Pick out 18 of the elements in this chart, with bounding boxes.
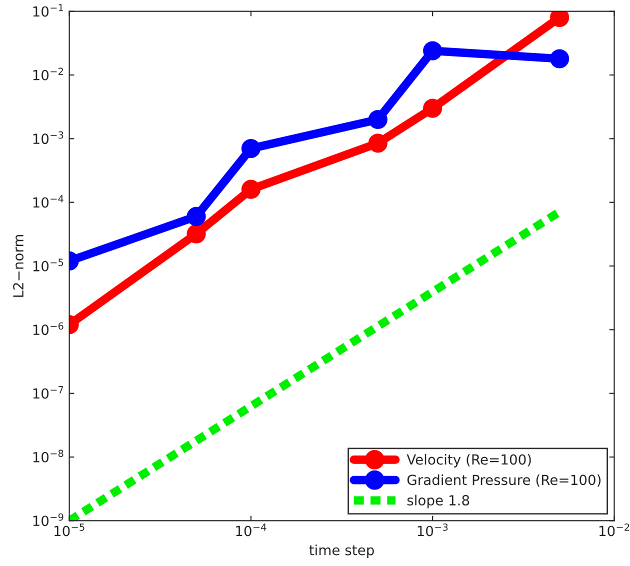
- x-tick-label: 10$^{−3}$: [418, 523, 448, 536]
- x-tick-label: 10$^{−5}$: [54, 524, 84, 536]
- y-tick-label: 10$^{−3}$: [33, 131, 64, 144]
- y-tick-label: 10$^{−1}$: [33, 4, 64, 17]
- legend-label: Velocity (Re=100): [406, 454, 531, 468]
- legend-label: slope 1.8: [407, 494, 470, 508]
- y-tick-label: 10$^{−4}$: [33, 195, 64, 208]
- y-tick-label: 10$^{−7}$: [33, 386, 64, 399]
- y-tick-label: 10$^{−8}$: [33, 450, 64, 462]
- y-tick-label: 10$^{−6}$: [33, 322, 64, 336]
- x-tick-label: 10$^{−2}$: [599, 523, 630, 536]
- x-tick-label: 10$^{−4}$: [236, 524, 266, 536]
- x-axis-title: time step: [309, 544, 374, 558]
- y-tick-label: 10$^{−5}$: [33, 258, 64, 272]
- y-tick-label: 10$^{−2}$: [33, 68, 63, 80]
- y-axis-title: L2−norm: [13, 234, 24, 297]
- y-tick-label: 10$^{−9}$: [33, 513, 64, 526]
- legend-label: Gradient Pressure (Re=100): [407, 474, 601, 487]
